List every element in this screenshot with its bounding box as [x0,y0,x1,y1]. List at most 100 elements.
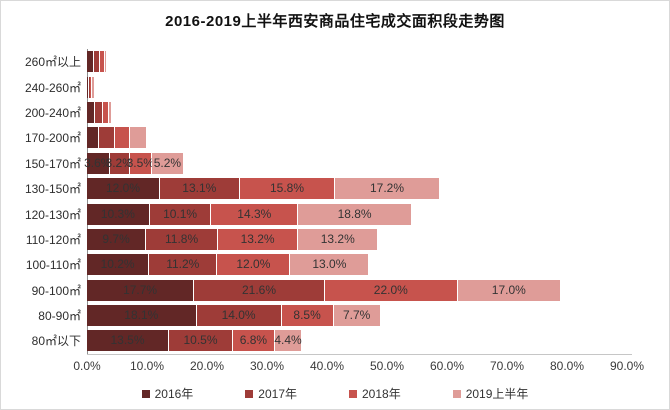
category-label: 170-200㎡ [24,131,81,146]
x-axis-tick-label: 50.0% [369,359,405,373]
bar-value-label: 13.1% [182,181,217,196]
bar-segment [99,127,115,149]
bar-segment: 13.2% [217,228,298,250]
bar-track [87,101,669,123]
legend: 2016年 2017年 2018年 2019上半年 [1,385,669,402]
bar-value-label: 7.7% [343,308,371,323]
legend-marker-icon [349,389,357,398]
bar-value-label: 9.7% [102,231,130,246]
bar-track [87,51,669,73]
category-label: 110-120㎡ [25,232,81,247]
category-row: 80㎡以下 13.5% 10.5% 6.8% 4.4% [1,328,669,353]
x-axis-tick-label: 20.0% [189,359,225,373]
bar-track [87,76,669,98]
bar-segment [91,76,94,98]
bar-segment: 22.0% [324,279,457,301]
bar-value-label: 17.2% [369,181,404,196]
bar-value-label: 10.5% [183,333,218,348]
bar-segment [87,51,93,73]
bar-segment [129,127,146,149]
bar-value-label: 18.8% [337,206,372,221]
category-label: 130-150㎡ [24,182,81,197]
bar-segment: 14.3% [211,203,298,225]
x-axis: 0.0% 10.0% 20.0% 30.0% 40.0% 50.0% 60.0% 70.0% 8… [1,359,669,375]
chart-title: 2016-2019上半年西安商品住宅成交面积段走势图 [165,13,505,30]
bar-segment: 10.5% [169,330,232,352]
category-label: 200-240㎡ [24,105,81,120]
x-axis-tick-label: 80.0% [549,359,585,373]
bar-value-label: 10.1% [163,206,198,221]
x-axis-tick-label: 60.0% [429,359,465,373]
bar-track: 13.5% 10.5% 6.8% 4.4% [87,330,669,352]
bar-value-label: 10.2% [100,257,135,272]
bar-segment: 13.1% [160,178,239,200]
bar-segment: 13.5% [87,330,168,352]
bar-segment [103,101,108,123]
legend-label: 2019上半年 [465,387,529,401]
bar-segment [94,51,100,73]
category-label: 80㎡以下 [31,334,81,349]
legend-item: 2018年 [349,385,401,402]
bar-value-label: 3.5% [126,155,154,170]
bar-segment [104,51,107,73]
bar-segment: 13.0% [290,254,369,276]
category-label: 120-130㎡ [24,207,81,222]
bar-segment: 7.7% [333,305,380,327]
category-label: 240-260㎡ [24,80,81,95]
bar-segment: 10.1% [149,203,211,225]
bar-value-label: 21.6% [241,282,276,297]
bar-segment: 10.3% [87,203,149,225]
bar-segment [115,127,129,149]
bar-track: 3.6% 3.2% 3.5% 5.2% [84,152,669,174]
bar-segment: 15.8% [239,178,335,200]
x-axis-tick-label: 70.0% [489,359,525,373]
bar-rows: 260㎡以上 240-260㎡ 200-240㎡ 170-200㎡ 150-170㎡ 3.… [1,49,669,354]
bar-value-label: 13.2% [240,231,275,246]
bar-segment [108,101,111,123]
bar-value-label: 15.8% [269,181,304,196]
bar-segment [100,51,104,73]
category-row: 100-110㎡ 10.2% 11.2% 12.0% 13.0% [1,252,669,277]
bar-value-label: 14.3% [237,206,272,221]
bar-value-label: 14.0% [221,308,256,323]
bar-value-label: 4.4% [274,333,302,348]
category-label: 260㎡以上 [24,55,81,70]
bar-segment: 18.1% [87,305,196,327]
category-row: 120-130㎡ 10.3% 10.1% 14.3% 18.8% [1,201,669,226]
bar-value-label: 3.2% [105,155,133,170]
bar-value-label: 12.0% [236,257,271,272]
legend-label: 2018年 [362,387,401,401]
bar-segment [95,101,103,123]
legend-marker-icon [141,389,150,398]
x-axis-tick-label: 40.0% [309,359,345,373]
bar-segment: 5.2% [151,152,183,174]
bar-segment: 17.7% [87,279,194,301]
bar-segment: 11.2% [149,254,217,276]
bar-value-label: 13.5% [110,333,145,348]
bar-track [87,127,669,149]
category-row: 90-100㎡ 17.7% 21.6% 22.0% 17.0% [1,278,669,303]
category-row: 200-240㎡ [1,100,669,125]
bar-value-label: 3.6% [84,155,112,170]
bar-track: 9.7% 11.8% 13.2% 13.2% [87,228,669,250]
category-row: 170-200㎡ [1,125,669,150]
category-row: 110-120㎡ 9.7% 11.8% 13.2% 13.2% [1,227,669,252]
bar-segment: 3.5% [126,152,154,174]
bar-segment: 8.5% [281,305,333,327]
category-row: 80-90㎡ 18.1% 14.0% 8.5% 7.7% [1,303,669,328]
bar-segment: 14.0% [196,305,281,327]
bar-segment [87,76,88,98]
bar-value-label: 13.0% [312,257,347,272]
bar-segment [88,76,90,98]
bar-segment [87,101,95,123]
category-row: 130-150㎡ 12.0% 13.1% 15.8% 17.2% [1,176,669,201]
bar-track: 10.2% 11.2% 12.0% 13.0% [87,254,669,276]
bar-segment: 3.2% [106,152,133,174]
x-axis-tick-label: 10.0% [129,359,165,373]
bar-segment: 17.2% [335,178,439,200]
legend-marker-icon [245,389,254,398]
bar-value-label: 8.5% [293,308,321,323]
bar-segment: 12.0% [217,254,290,276]
bar-value-label: 22.0% [373,282,408,297]
